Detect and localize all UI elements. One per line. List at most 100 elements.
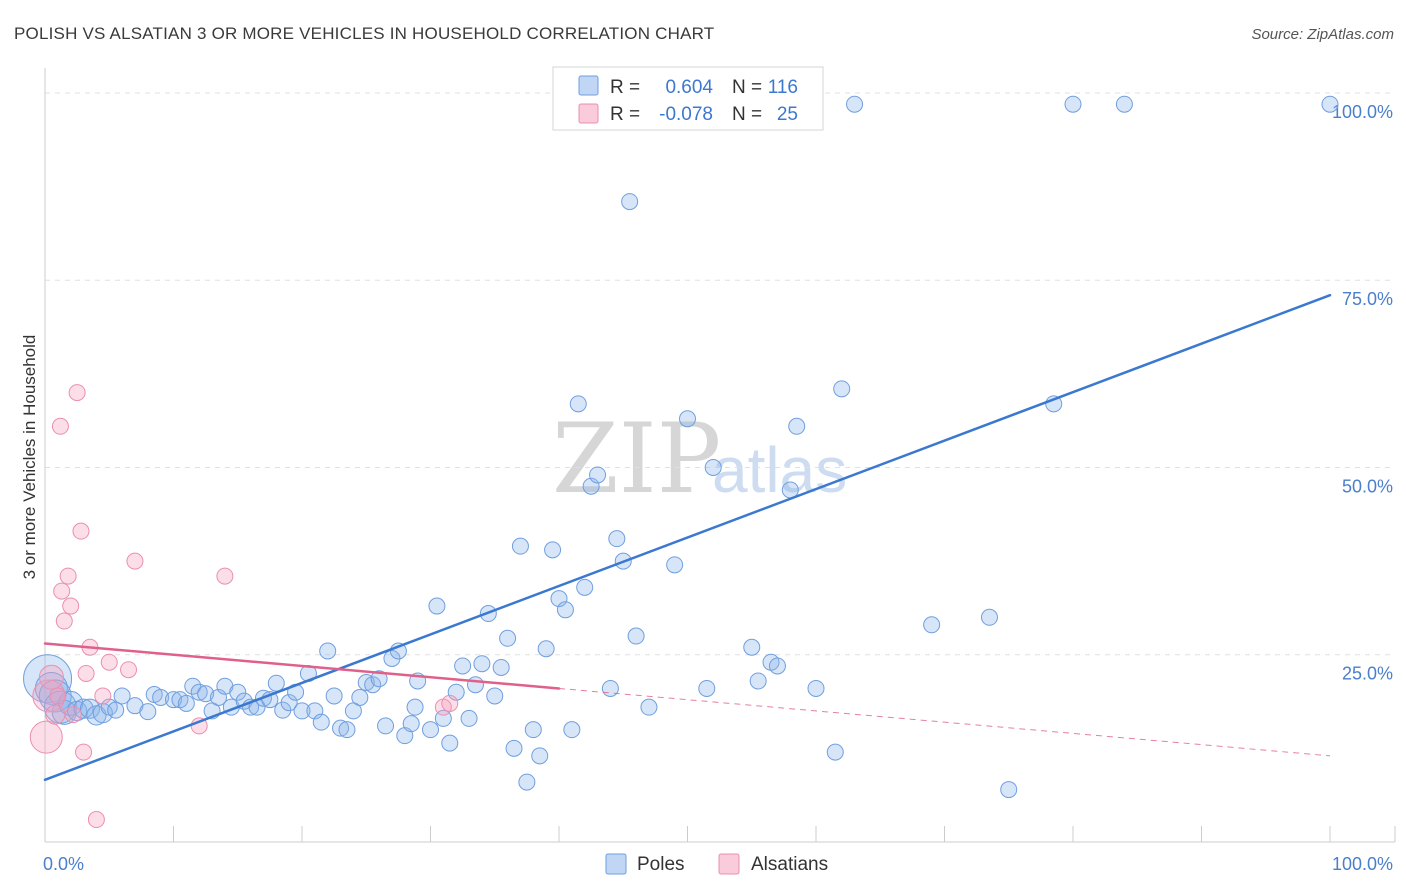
poles-point-99 (749, 672, 767, 690)
alsatians-point-10 (64, 706, 82, 724)
source-label: Source: ZipAtlas.com (1251, 26, 1394, 43)
poles-point-107 (846, 95, 864, 113)
poles-point-17 (152, 688, 170, 706)
watermark-zip: ZIP (552, 403, 721, 515)
poles-point-98 (743, 638, 761, 656)
legend-r-label-alsatians: R = (610, 104, 640, 125)
poles-point-64 (460, 709, 478, 727)
alsatians-point-3 (45, 704, 66, 725)
series-legend: Poles Alsatians (605, 853, 828, 875)
poles-point-65 (466, 676, 484, 694)
y-tick-label-50: 50.0% (1342, 476, 1393, 496)
poles-point-81 (569, 395, 587, 413)
bottom-legend-label-alsatians: Alsatians (751, 854, 828, 875)
poles-point-104 (807, 679, 825, 697)
poles-point-58 (422, 721, 439, 739)
bottom-legend-swatch-poles (605, 853, 627, 875)
alsatians-point-9 (62, 597, 80, 615)
alsatians-point-0 (29, 720, 63, 754)
poles-point-13 (113, 687, 131, 705)
y-tick-labels: 25.0% 50.0% 75.0% 100.0% (1332, 102, 1393, 684)
poles-point-15 (139, 703, 157, 721)
stats-legend: R = 0.604 N = 116 R = -0.078 N = 25 (552, 66, 824, 131)
poles-point-105 (826, 743, 844, 761)
poles-point-44 (332, 719, 350, 737)
poles-point-23 (197, 685, 215, 703)
poles-point-96 (704, 458, 722, 476)
alsatians-point-5 (51, 417, 69, 435)
alsatians-point-8 (59, 567, 77, 585)
poles-point-48 (357, 673, 375, 691)
alsatians-point-6 (53, 582, 71, 600)
poles-point-49 (364, 676, 382, 694)
series-alsatians-points (29, 384, 459, 829)
y-tick-label-75: 75.0% (1342, 289, 1393, 309)
alsatians-point-18 (100, 653, 118, 671)
poles-point-106 (833, 380, 851, 398)
poles-point-108 (923, 616, 941, 634)
x-tick-label-min: 0.0% (43, 854, 84, 874)
y-tick-label-25: 25.0% (1342, 664, 1393, 684)
poles-point-34 (267, 674, 285, 692)
bottom-legend-label-poles: Poles (637, 854, 685, 875)
poles-point-50 (370, 670, 388, 688)
poles-point-95 (698, 679, 716, 697)
bottom-legend-swatch-alsatians (718, 853, 740, 875)
poles-point-18 (165, 691, 182, 709)
grid-lines (45, 92, 1395, 656)
poles-point-66 (473, 655, 491, 673)
chart-title: POLISH VS ALSATIAN 3 OR MORE VEHICLES IN… (14, 24, 714, 43)
legend-r-value-alsatians: -0.078 (659, 104, 713, 125)
poles-point-93 (679, 410, 696, 428)
series-poles-points (23, 95, 1339, 799)
poles-point-72 (511, 537, 529, 555)
alsatians-trend-line (43, 642, 561, 690)
poles-point-55 (402, 715, 420, 733)
poles-point-74 (524, 721, 542, 739)
legend-n-value-poles: 116 (768, 77, 798, 98)
poles-point-88 (621, 193, 639, 211)
poles-point-73 (518, 773, 536, 791)
alsatians-point-7 (55, 612, 73, 630)
x-tick-labels: 0.0% 100.0% (43, 854, 1393, 874)
alsatians-point-20 (126, 552, 144, 570)
legend-n-label-alsatians: N = (732, 104, 762, 125)
poles-point-47 (351, 688, 369, 706)
alsatians-point-22 (216, 567, 234, 585)
y-tick-label-100: 100.0% (1332, 102, 1393, 122)
poles-trend-line (43, 293, 1332, 782)
poles-point-68 (486, 687, 504, 705)
poles-point-45 (338, 721, 356, 739)
poles-point-38 (293, 702, 311, 720)
x-tick-label-max: 100.0% (1332, 854, 1393, 874)
watermark-atlas: atlas (712, 434, 847, 506)
poles-point-28 (229, 683, 247, 701)
poles-point-101 (768, 657, 786, 675)
poles-point-89 (627, 627, 645, 645)
poles-point-84 (589, 466, 607, 484)
poles-point-75 (531, 747, 549, 765)
alsatians-point-13 (75, 743, 93, 761)
trend-lines (43, 293, 1332, 782)
poles-point-77 (544, 541, 562, 559)
poles-point-90 (640, 698, 658, 716)
alsatians-point-24 (441, 694, 459, 712)
poles-point-79 (556, 601, 574, 619)
poles-point-85 (601, 679, 619, 697)
poles-point-114 (1321, 95, 1339, 113)
poles-point-69 (492, 658, 510, 676)
poles-point-36 (280, 694, 298, 712)
poles-point-7 (73, 698, 94, 719)
y-axis-label: 3 or more Vehicles in Household (20, 335, 39, 580)
alsatians-point-16 (87, 811, 105, 829)
legend-r-label-poles: R = (610, 77, 640, 98)
poles-point-103 (788, 417, 806, 435)
legend-n-value-alsatians: 25 (777, 104, 798, 125)
poles-point-21 (184, 677, 202, 695)
poles-point-76 (537, 640, 555, 658)
poles-point-86 (608, 530, 626, 548)
poles-point-71 (505, 739, 523, 757)
poles-point-12 (107, 701, 125, 719)
poles-point-80 (563, 721, 581, 739)
